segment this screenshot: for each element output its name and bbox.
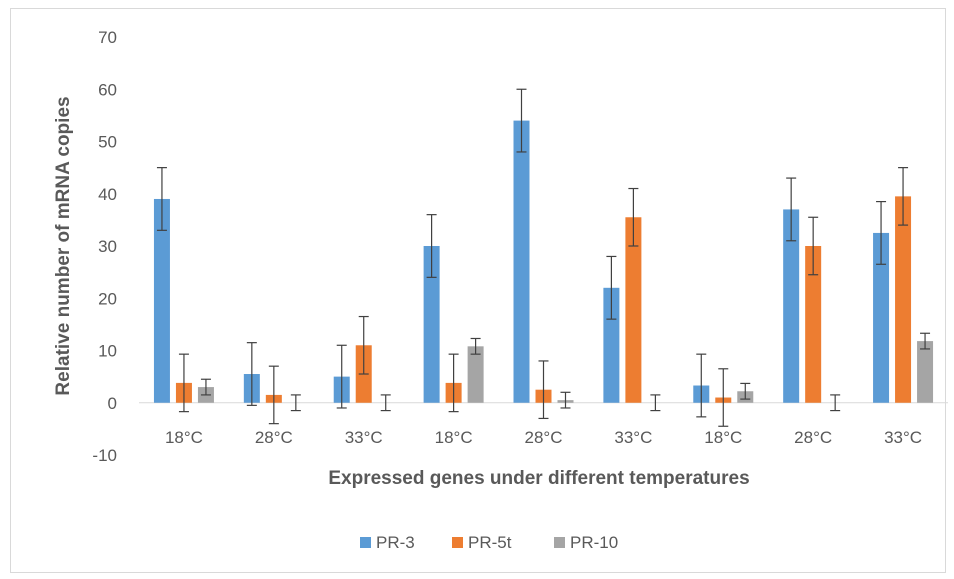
legend-label: PR-10 (570, 533, 618, 552)
bar-pr-10 (467, 346, 484, 403)
bar-pr-3 (783, 209, 800, 403)
y-tick-label: -10 (92, 446, 117, 465)
legend-label: PR-3 (376, 533, 415, 552)
x-axis-title: Expressed genes under different temperat… (328, 468, 749, 489)
error-bar (290, 394, 301, 412)
y-axis-title: Relative number of mRNA copies (53, 96, 74, 395)
x-tick-label: 28°C (525, 428, 563, 447)
legend: PR-3 PR-5t PR-10 (360, 533, 618, 552)
error-bar (830, 394, 841, 412)
y-tick-label: 10 (98, 342, 117, 361)
bar-pr-5t (805, 246, 822, 403)
x-tick-label: 18°C (704, 428, 742, 447)
error-bar (200, 378, 211, 396)
error-bar (380, 394, 391, 412)
error-bar (560, 391, 571, 409)
error-bar (876, 200, 887, 265)
legend-item-pr-3: PR-3 (360, 533, 415, 552)
error-bar (786, 177, 797, 242)
y-tick-label: 0 (108, 394, 117, 413)
error-bar (696, 353, 707, 418)
x-tick-label: 18°C (165, 428, 203, 447)
x-axis-ticks: 18°C 28°C 33°C 18°C 28°C 33°C 18°C 28°C 33°C (165, 428, 922, 447)
legend-swatch (360, 537, 371, 548)
legend-item-pr-10: PR-10 (554, 533, 618, 552)
error-bar (268, 365, 279, 425)
bar-pr-10 (917, 341, 934, 403)
legend-label: PR-5t (468, 533, 512, 552)
y-tick-label: 70 (98, 28, 117, 47)
error-bar (898, 167, 909, 226)
error-bar (628, 187, 639, 247)
bar-pr-3 (873, 232, 890, 403)
y-tick-label: 30 (98, 237, 117, 256)
x-tick-label: 33°C (345, 428, 383, 447)
error-bar (740, 382, 751, 400)
bar-pr-3 (153, 198, 170, 403)
legend-item-pr-5t: PR-5t (452, 533, 512, 552)
error-bar (538, 360, 549, 420)
legend-swatch (452, 537, 463, 548)
error-bar (718, 368, 729, 427)
error-bar (808, 216, 819, 276)
legend-swatch (554, 537, 565, 548)
y-tick-label: 20 (98, 289, 117, 308)
error-bar (178, 353, 189, 413)
x-tick-label: 28°C (794, 428, 832, 447)
bar-pr-5t (895, 196, 912, 403)
error-bar (426, 214, 437, 278)
error-bar (358, 315, 369, 375)
y-axis-ticks: -10 0 10 20 30 40 50 60 70 (92, 28, 117, 465)
error-bar (336, 344, 347, 409)
error-bar (156, 167, 167, 231)
bar-pr-3 (423, 246, 440, 403)
error-bar (606, 255, 617, 320)
error-bar (650, 394, 661, 412)
y-tick-label: 40 (98, 185, 117, 204)
bar-pr-3 (513, 120, 530, 403)
y-tick-label: 50 (98, 133, 117, 152)
error-bar (246, 342, 257, 406)
y-tick-label: 60 (98, 80, 117, 99)
x-tick-label: 33°C (614, 428, 652, 447)
bar-pr-3 (603, 287, 620, 403)
x-tick-label: 28°C (255, 428, 293, 447)
error-bars (156, 88, 931, 427)
error-bar (448, 353, 459, 413)
error-bar (470, 337, 481, 355)
x-tick-label: 33°C (884, 428, 922, 447)
bar-pr-5t (625, 217, 642, 403)
error-bar (516, 88, 527, 153)
x-tick-label: 18°C (435, 428, 473, 447)
error-bar (920, 332, 931, 350)
